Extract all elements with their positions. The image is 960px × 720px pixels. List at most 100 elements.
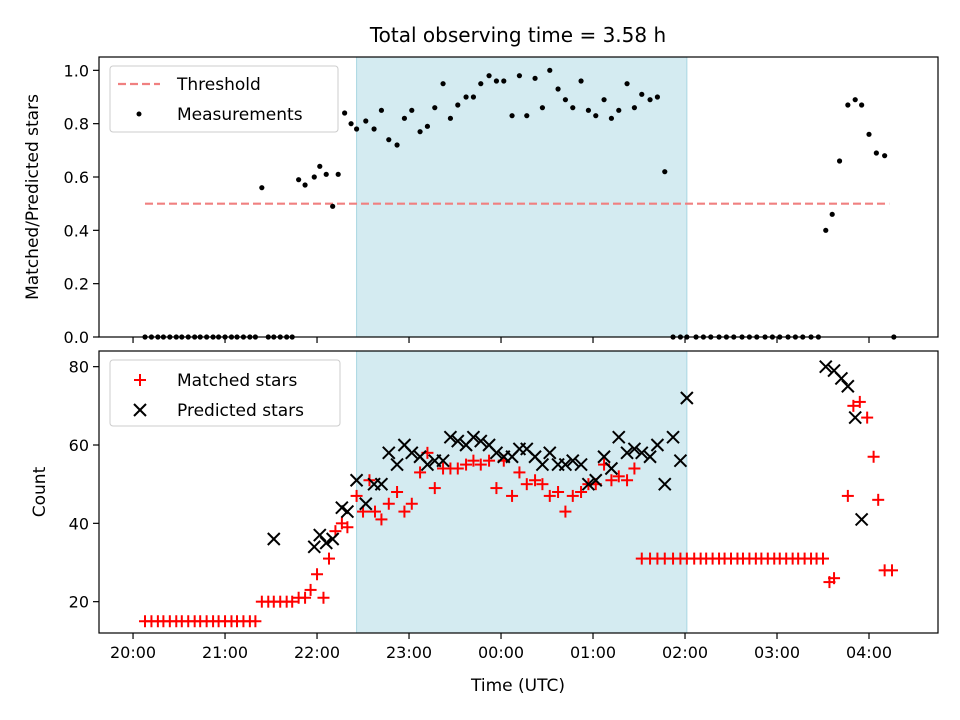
- predicted-point: [359, 497, 373, 511]
- matched-point: [828, 572, 841, 585]
- matched-point: [841, 489, 854, 502]
- chart-title: Total observing time = 3.58 h: [369, 23, 666, 47]
- measurement-point: [524, 113, 530, 119]
- measurement-point: [509, 113, 515, 119]
- measurement-point: [539, 105, 546, 111]
- measurement-point: [873, 150, 879, 156]
- measurement-point: [424, 123, 431, 129]
- predicted-point: [650, 438, 665, 452]
- legend-predicted-swatch: [133, 403, 147, 417]
- bottom-matched-points: [138, 395, 899, 628]
- top-panel: 0.0 0.2 0.4 0.6 0.8 1.0 Matched/Predicted sta…: [23, 56, 939, 347]
- matched-point: [520, 478, 533, 491]
- top-legend-box: [109, 65, 339, 133]
- matched-point: [621, 474, 634, 487]
- predicted-point: [543, 446, 557, 460]
- measurement-point: [608, 115, 615, 121]
- y-tick-label: 0.2: [64, 275, 89, 294]
- matched-point: [536, 478, 549, 491]
- measurement-point: [470, 94, 477, 100]
- measurement-point: [601, 97, 607, 103]
- measurement-point: [829, 211, 835, 217]
- legend-matched-label: Matched stars: [177, 371, 297, 391]
- measurement-point: [639, 91, 645, 97]
- measurement-point: [836, 158, 843, 164]
- x-tick-label: 03:00: [754, 643, 800, 662]
- legend-measurements-swatch: [136, 111, 142, 117]
- measurement-point: [378, 107, 385, 113]
- measurement-point: [882, 153, 888, 159]
- y-tick-label: 1.0: [64, 61, 89, 80]
- matched-point: [467, 454, 480, 467]
- matched-point: [867, 450, 880, 463]
- bottom-legend: Matched stars Predicted stars: [109, 359, 341, 427]
- bottom-y-axis-label: Count: [30, 466, 50, 517]
- matched-point: [414, 466, 427, 479]
- predicted-point: [612, 430, 626, 444]
- measurement-point: [845, 102, 851, 108]
- x-tick-label: 23:00: [386, 643, 432, 662]
- matched-point: [529, 474, 542, 487]
- predicted-point: [574, 457, 588, 472]
- measurement-point: [859, 102, 865, 108]
- matched-point: [872, 493, 885, 506]
- bottom-axes-frame: [98, 350, 939, 634]
- predicted-point: [581, 477, 596, 491]
- matched-point: [490, 482, 503, 495]
- predicted-point: [635, 446, 649, 460]
- top-legend: Threshold Measurements: [109, 65, 339, 133]
- matched-point: [513, 466, 526, 479]
- matched-point: [299, 591, 312, 604]
- predicted-point: [819, 359, 833, 374]
- matched-point: [612, 470, 625, 483]
- matched-point: [575, 486, 588, 498]
- matched-point: [382, 497, 395, 510]
- measurement-point: [353, 126, 360, 132]
- y-tick-label: 0.8: [64, 115, 89, 134]
- predicted-point: [620, 446, 634, 460]
- predicted-point: [349, 473, 364, 487]
- measurement-point: [311, 174, 317, 180]
- measurement-point: [501, 78, 507, 84]
- matched-point: [628, 462, 641, 475]
- measurement-point: [624, 81, 630, 87]
- predicted-point: [848, 410, 862, 425]
- measurement-point: [409, 107, 415, 113]
- top-y-axis-label: Matched/Predicted stars: [23, 94, 43, 300]
- matched-point: [853, 395, 866, 408]
- measurement-point: [455, 102, 461, 108]
- measurement-point: [363, 118, 369, 124]
- x-tick-label: 22:00: [294, 643, 340, 662]
- predicted-point: [443, 430, 458, 444]
- legend-measurements-label: Measurements: [177, 105, 303, 125]
- predicted-point: [307, 540, 321, 554]
- bottom-x-axis-label: Time (UTC): [470, 676, 565, 696]
- predicted-point: [382, 446, 396, 460]
- measurement-point: [616, 107, 622, 113]
- matched-point: [398, 505, 411, 518]
- predicted-point: [673, 453, 688, 468]
- predicted-point: [627, 442, 642, 456]
- predicted-point: [325, 532, 340, 546]
- legend-threshold-label: Threshold: [176, 75, 261, 95]
- matched-point: [566, 489, 579, 502]
- measurement-point: [417, 129, 423, 135]
- measurement-point: [585, 107, 592, 113]
- measurement-point: [662, 169, 668, 175]
- predicted-point: [374, 477, 389, 491]
- predicted-point: [854, 512, 869, 527]
- matched-point: [341, 521, 354, 534]
- predicted-point: [340, 504, 355, 519]
- top-axes-frame: [98, 56, 939, 338]
- measurement-point: [394, 142, 400, 148]
- x-tick-label: 21:00: [202, 643, 248, 662]
- matched-point: [322, 552, 335, 565]
- y-tick-label: 20: [69, 593, 89, 612]
- bottom-legend-box: [109, 359, 341, 427]
- x-tick-label: 20:00: [110, 643, 156, 662]
- measurement-point: [330, 203, 336, 209]
- predicted-point: [643, 450, 657, 464]
- predicted-point: [466, 430, 481, 444]
- measurement-point: [386, 137, 392, 143]
- matched-point: [847, 399, 860, 412]
